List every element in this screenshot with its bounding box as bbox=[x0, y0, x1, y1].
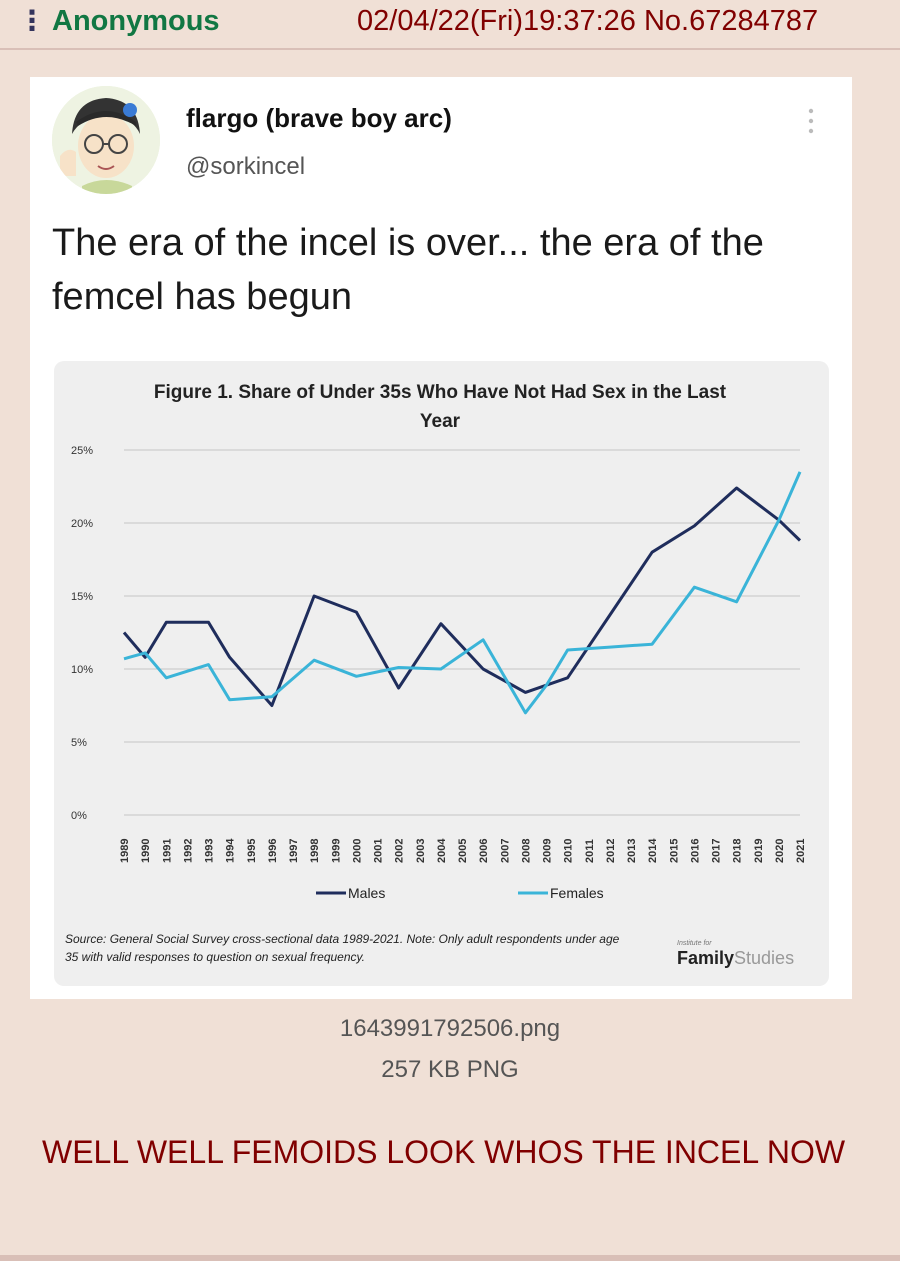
x-tick-label: 1992 bbox=[182, 839, 194, 863]
post-datetime[interactable]: 02/04/22(Fri)19:37:26 No.67284787 bbox=[357, 5, 819, 37]
chart-title: Figure 1. Share of Under 35s Who Have No… bbox=[153, 382, 727, 432]
x-tick-label: 2016 bbox=[689, 839, 701, 863]
post-bottom-border bbox=[0, 1255, 900, 1261]
more-vertical-icon[interactable] bbox=[805, 106, 817, 136]
x-tick-label: 2005 bbox=[457, 839, 469, 863]
y-tick-label: 5% bbox=[71, 737, 87, 749]
x-tick-label: 2008 bbox=[520, 839, 532, 863]
file-name[interactable]: 1643991792506.png bbox=[339, 1015, 561, 1042]
x-tick-label: 1995 bbox=[246, 839, 258, 863]
x-tick-label: 1990 bbox=[140, 839, 152, 863]
x-tick-label: 2002 bbox=[394, 839, 406, 863]
x-tick-label: 2017 bbox=[711, 839, 723, 863]
x-tick-label: 1996 bbox=[267, 839, 279, 863]
x-tick-label: 1994 bbox=[225, 838, 237, 863]
x-tick-label: 1993 bbox=[204, 839, 216, 863]
x-tick-label: 2007 bbox=[499, 839, 511, 863]
y-tick-label: 0% bbox=[71, 810, 87, 822]
file-size: 257 KB PNG bbox=[381, 1056, 519, 1083]
poster-name: Anonymous bbox=[52, 5, 220, 37]
x-tick-label: 2003 bbox=[415, 839, 427, 863]
post-comment: WELL WELL FEMOIDS LOOK WHOS THE INCEL NO… bbox=[42, 1134, 846, 1170]
x-tick-label: 2014 bbox=[647, 838, 659, 863]
x-tick-label: 2011 bbox=[584, 839, 596, 863]
x-tick-label: 1998 bbox=[309, 839, 321, 863]
x-tick-label: 2013 bbox=[626, 839, 638, 863]
series-line-females bbox=[123, 471, 802, 715]
x-tick-label: 2000 bbox=[351, 839, 363, 863]
x-tick-label: 1999 bbox=[330, 839, 342, 863]
x-tick-label: 2018 bbox=[732, 839, 744, 863]
y-tick-label: 10% bbox=[71, 664, 93, 676]
x-tick-label: 2015 bbox=[668, 839, 680, 863]
legend-label-females: Females bbox=[550, 885, 604, 901]
y-tick-label: 20% bbox=[71, 518, 93, 530]
chart-source-note: Source: General Social Survey cross-sect… bbox=[65, 932, 620, 964]
brand-light: Studies bbox=[734, 948, 795, 968]
anime-avatar-icon bbox=[52, 86, 160, 194]
series-line-males bbox=[122, 486, 802, 707]
x-tick-label: 2012 bbox=[605, 839, 617, 863]
y-tick-label: 15% bbox=[71, 591, 93, 603]
x-tick-label: 2020 bbox=[774, 839, 786, 863]
tweet-text: The era of the incel is over... the era … bbox=[52, 222, 764, 318]
family-studies-logo: FamilyStudies bbox=[677, 948, 794, 969]
x-tick-label: 1991 bbox=[161, 839, 173, 863]
post-header: ⋮ Anonymous 02/04/22(Fri)19:37:26 No.672… bbox=[0, 0, 900, 50]
line-chart: 0% 5% 10% 15% 20% 25% 1989 1990 1991 1992 1993 1994… bbox=[71, 445, 807, 901]
x-tick-label: 2001 bbox=[373, 839, 385, 863]
x-tick-label: 2010 bbox=[563, 839, 575, 863]
legend-label-males: Males bbox=[348, 885, 385, 901]
x-tick-label: 2004 bbox=[436, 838, 448, 863]
x-tick-label: 1989 bbox=[119, 839, 131, 863]
x-tick-label: 2019 bbox=[753, 839, 765, 863]
x-tick-label: 2021 bbox=[795, 839, 807, 863]
x-tick-label: 2009 bbox=[542, 839, 554, 863]
post-menu-icon[interactable]: ⋮ bbox=[18, 5, 46, 36]
brand-prefix: Institute for bbox=[677, 940, 712, 947]
x-tick-label: 2006 bbox=[478, 839, 490, 863]
tweet-handle[interactable]: @sorkincel bbox=[186, 153, 306, 180]
tweet-display-name[interactable]: flargo (brave boy arc) bbox=[186, 103, 452, 133]
x-tick-label: 1997 bbox=[288, 839, 300, 863]
brand-bold: Family bbox=[677, 948, 735, 968]
y-tick-label: 25% bbox=[71, 445, 93, 457]
